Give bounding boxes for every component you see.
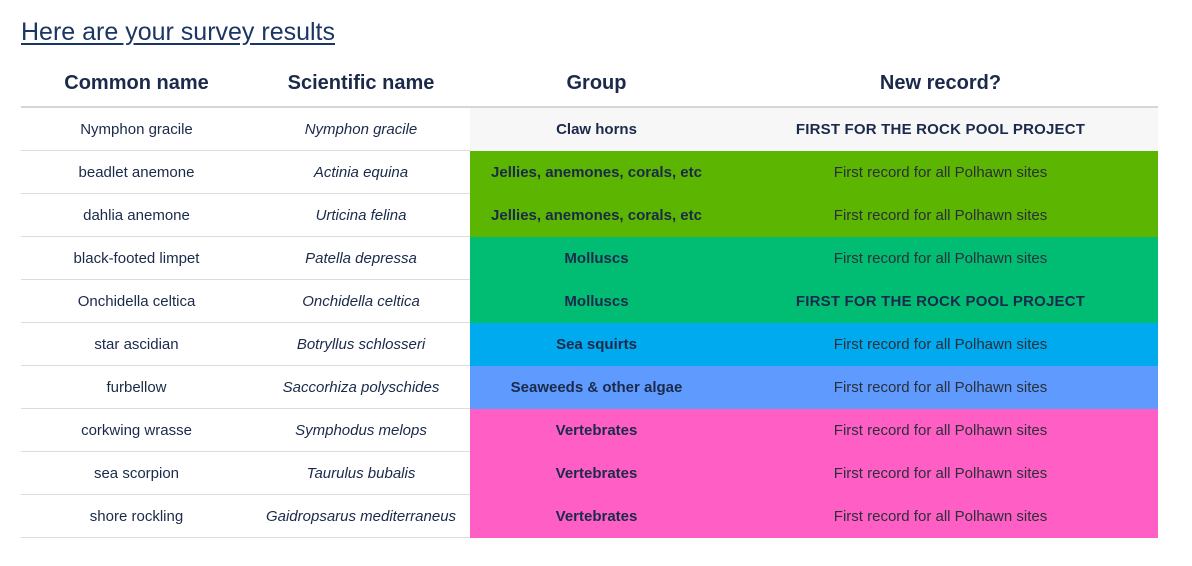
group-cell: Molluscs <box>470 236 723 280</box>
scientific-name-cell: Botryllus schlosseri <box>252 322 470 366</box>
new-record-cell: First record for all Polhawn sites <box>723 365 1158 409</box>
new-record-cell: FIRST FOR THE ROCK POOL PROJECT <box>723 107 1158 151</box>
group-cell: Molluscs <box>470 279 723 323</box>
group-cell: Vertebrates <box>470 494 723 538</box>
scientific-name-cell: Nymphon gracile <box>252 107 470 151</box>
scientific-name-cell: Onchidella celtica <box>252 279 470 323</box>
new-record-cell: First record for all Polhawn sites <box>723 451 1158 495</box>
new-record-cell: First record for all Polhawn sites <box>723 494 1158 538</box>
header-row: Common name Scientific name Group New re… <box>21 60 1158 108</box>
common-name-cell: Nymphon gracile <box>21 107 252 151</box>
new-record-cell: First record for all Polhawn sites <box>723 150 1158 194</box>
new-record-cell: First record for all Polhawn sites <box>723 193 1158 237</box>
group-cell: Sea squirts <box>470 322 723 366</box>
common-name-cell: shore rockling <box>21 494 252 538</box>
column-header-common-name: Common name <box>21 60 252 108</box>
scientific-name-cell: Urticina felina <box>252 193 470 237</box>
table-row: corkwing wrasse Symphodus melops Vertebrat… <box>21 408 1158 452</box>
group-cell: Seaweeds & other algae <box>470 365 723 409</box>
scientific-name-cell: Saccorhiza polyschides <box>252 365 470 409</box>
group-cell: Vertebrates <box>470 451 723 495</box>
table-row: dahlia anemone Urticina felina Jellies, an… <box>21 193 1158 237</box>
common-name-cell: corkwing wrasse <box>21 408 252 452</box>
common-name-cell: Onchidella celtica <box>21 279 252 323</box>
scientific-name-cell: Symphodus melops <box>252 408 470 452</box>
group-cell: Jellies, anemones, corals, etc <box>470 150 723 194</box>
table-row: star ascidian Botryllus schlosseri Sea squ… <box>21 322 1158 366</box>
table-row: shore rockling Gaidropsarus mediterraneus… <box>21 494 1158 538</box>
new-record-cell: FIRST FOR THE ROCK POOL PROJECT <box>723 279 1158 323</box>
scientific-name-cell: Patella depressa <box>252 236 470 280</box>
common-name-cell: furbellow <box>21 365 252 409</box>
common-name-cell: black-footed limpet <box>21 236 252 280</box>
scientific-name-cell: Actinia equina <box>252 150 470 194</box>
common-name-cell: beadlet anemone <box>21 150 252 194</box>
column-header-scientific-name: Scientific name <box>252 60 470 108</box>
table-row: black-footed limpet Patella depressa Mollu… <box>21 236 1158 280</box>
common-name-cell: sea scorpion <box>21 451 252 495</box>
column-header-group: Group <box>470 60 723 108</box>
group-cell: Vertebrates <box>470 408 723 452</box>
table-row: furbellow Saccorhiza polyschides Seaweeds … <box>21 365 1158 409</box>
page-title-link[interactable]: Here are your survey results <box>21 18 336 46</box>
common-name-cell: star ascidian <box>21 322 252 366</box>
new-record-cell: First record for all Polhawn sites <box>723 408 1158 452</box>
table-row: sea scorpion Taurulus bubalis Vertebrates F… <box>21 451 1158 495</box>
common-name-cell: dahlia anemone <box>21 193 252 237</box>
column-header-new-record: New record? <box>723 60 1158 108</box>
new-record-cell: First record for all Polhawn sites <box>723 322 1158 366</box>
new-record-cell: First record for all Polhawn sites <box>723 236 1158 280</box>
group-cell: Claw horns <box>470 107 723 151</box>
table-row: Nymphon gracile Nymphon gracile Claw horns… <box>21 107 1158 151</box>
scientific-name-cell: Taurulus bubalis <box>252 451 470 495</box>
survey-results-table: Common name Scientific name Group New re… <box>21 60 1158 538</box>
scientific-name-cell: Gaidropsarus mediterraneus <box>252 494 470 538</box>
table-body: Nymphon gracile Nymphon gracile Claw horns… <box>21 107 1158 538</box>
table-row: Onchidella celtica Onchidella celtica Moll… <box>21 279 1158 323</box>
group-cell: Jellies, anemones, corals, etc <box>470 193 723 237</box>
table-header: Common name Scientific name Group New re… <box>21 60 1158 108</box>
table-row: beadlet anemone Actinia equina Jellies, an… <box>21 150 1158 194</box>
